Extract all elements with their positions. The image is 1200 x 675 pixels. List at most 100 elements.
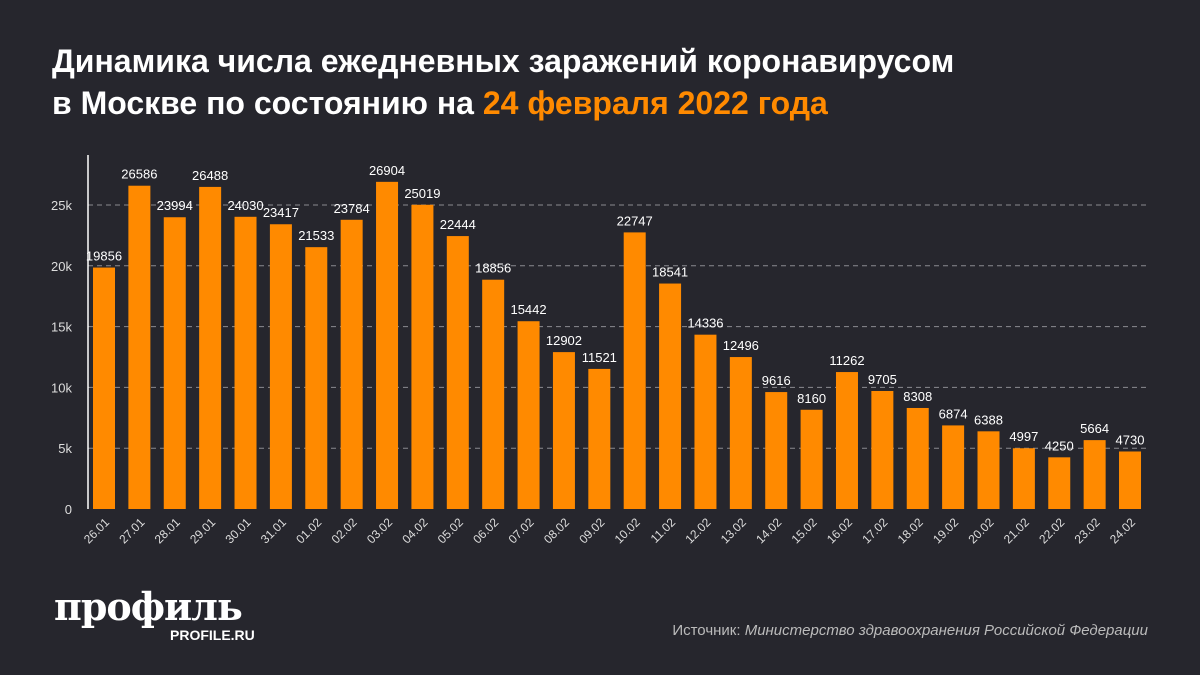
x-tick-label: 18.02 [895, 515, 926, 546]
bar [234, 216, 257, 509]
title-date: 24 февраля 2022 года [482, 85, 828, 121]
x-tick-label: 02.02 [329, 515, 360, 546]
bar [942, 425, 965, 509]
data-label: 26904 [369, 163, 405, 178]
data-label: 6874 [939, 406, 968, 421]
data-label: 22444 [440, 217, 476, 232]
bar [199, 186, 222, 509]
x-tick-label: 09.02 [576, 515, 607, 546]
x-tick-label: 11.02 [648, 515, 679, 546]
y-tick-label: 0 [65, 502, 72, 517]
x-tick-label: 21.02 [1001, 515, 1032, 546]
bar [977, 431, 1000, 509]
x-tick-label: 29.01 [187, 515, 218, 546]
bar [552, 352, 575, 509]
logo: профиль [54, 584, 243, 629]
x-tick-label: 23.02 [1072, 515, 1103, 546]
data-label: 25019 [404, 186, 440, 201]
bar [305, 247, 328, 509]
bar [800, 409, 823, 509]
x-tick-label: 14.02 [753, 515, 784, 546]
data-label: 5664 [1080, 421, 1109, 436]
x-tick-label: 16.02 [824, 515, 855, 546]
data-label: 6388 [974, 412, 1003, 427]
bar [93, 267, 115, 509]
x-tick-label: 28.01 [152, 515, 183, 546]
x-tick-label: 31.01 [258, 515, 289, 546]
title-prefix: в Москве по состоянию на [52, 85, 483, 121]
x-tick-label: 04.02 [399, 515, 430, 546]
x-tick-label: 20.02 [965, 515, 996, 546]
source-note: Источник: Министерство здравоохранения Р… [672, 622, 1148, 639]
bar [729, 357, 752, 509]
x-tick-label: 12.02 [682, 515, 713, 546]
x-tick-label: 27.01 [116, 515, 147, 546]
title-line-1: Динамика числа ежедневных заражений коро… [52, 43, 955, 79]
data-label: 8160 [797, 391, 826, 406]
x-tick-label: 05.02 [435, 515, 466, 546]
x-tick-label: 10.02 [612, 515, 643, 546]
bar [765, 392, 788, 509]
bar [163, 217, 186, 509]
bar [446, 236, 469, 509]
data-label: 23994 [157, 198, 193, 213]
bar [1119, 451, 1142, 509]
x-tick-label: 03.02 [364, 515, 395, 546]
chart-title: Динамика числа ежедневных заражений коро… [52, 40, 954, 124]
x-tick-label: 17.02 [859, 515, 890, 546]
data-label: 15442 [510, 302, 546, 317]
data-label: 22747 [617, 213, 653, 228]
x-tick-label: 26.01 [81, 515, 112, 546]
bar [411, 204, 434, 509]
bar [906, 407, 929, 509]
data-label: 4730 [1116, 432, 1145, 447]
data-label: 8308 [903, 389, 932, 404]
data-label: 12496 [723, 338, 759, 353]
bar [588, 368, 611, 509]
bar [517, 321, 540, 509]
x-tick-label: 19.02 [930, 515, 961, 546]
bar [659, 283, 682, 509]
bar [1083, 440, 1106, 509]
bar [128, 185, 151, 509]
data-label: 14336 [687, 316, 723, 331]
data-label: 26586 [121, 167, 157, 182]
bar [340, 219, 363, 509]
source-label: Источник: [672, 622, 745, 639]
x-tick-label: 13.02 [718, 515, 749, 546]
x-tick-label: 01.02 [293, 515, 324, 546]
bar [482, 279, 505, 509]
y-tick-label: 5k [58, 441, 72, 456]
x-tick-label: 06.02 [470, 515, 501, 546]
x-tick-label: 22.02 [1036, 515, 1067, 546]
data-label: 11521 [582, 350, 617, 365]
data-label: 24030 [227, 198, 263, 213]
x-tick-label: 08.02 [541, 515, 572, 546]
y-tick-label: 25k [51, 198, 72, 213]
bar [269, 224, 292, 510]
bar [1048, 457, 1071, 509]
data-label: 12902 [546, 333, 582, 348]
data-label: 18856 [475, 261, 511, 276]
data-label: 19856 [86, 249, 122, 264]
y-tick-label: 20k [51, 259, 72, 274]
data-label: 23417 [263, 205, 299, 220]
y-tick-label: 15k [51, 320, 72, 335]
data-label: 11262 [829, 353, 864, 368]
x-tick-label: 15.02 [789, 515, 820, 546]
data-label: 4250 [1045, 438, 1074, 453]
data-label: 21533 [298, 228, 334, 243]
data-label: 26488 [192, 168, 228, 183]
data-label: 4997 [1009, 429, 1038, 444]
source-value: Министерство здравоохранения Российской … [744, 622, 1148, 639]
x-tick-label: 30.01 [223, 515, 254, 546]
bar [623, 232, 646, 509]
title-line-2: в Москве по состоянию на 24 февраля 2022… [52, 82, 954, 124]
data-label: 9616 [762, 373, 791, 388]
x-tick-label: 24.02 [1107, 515, 1138, 546]
data-label: 9705 [868, 372, 897, 387]
bar [1012, 448, 1035, 509]
x-tick-label: 07.02 [506, 515, 537, 546]
bar [871, 390, 894, 509]
